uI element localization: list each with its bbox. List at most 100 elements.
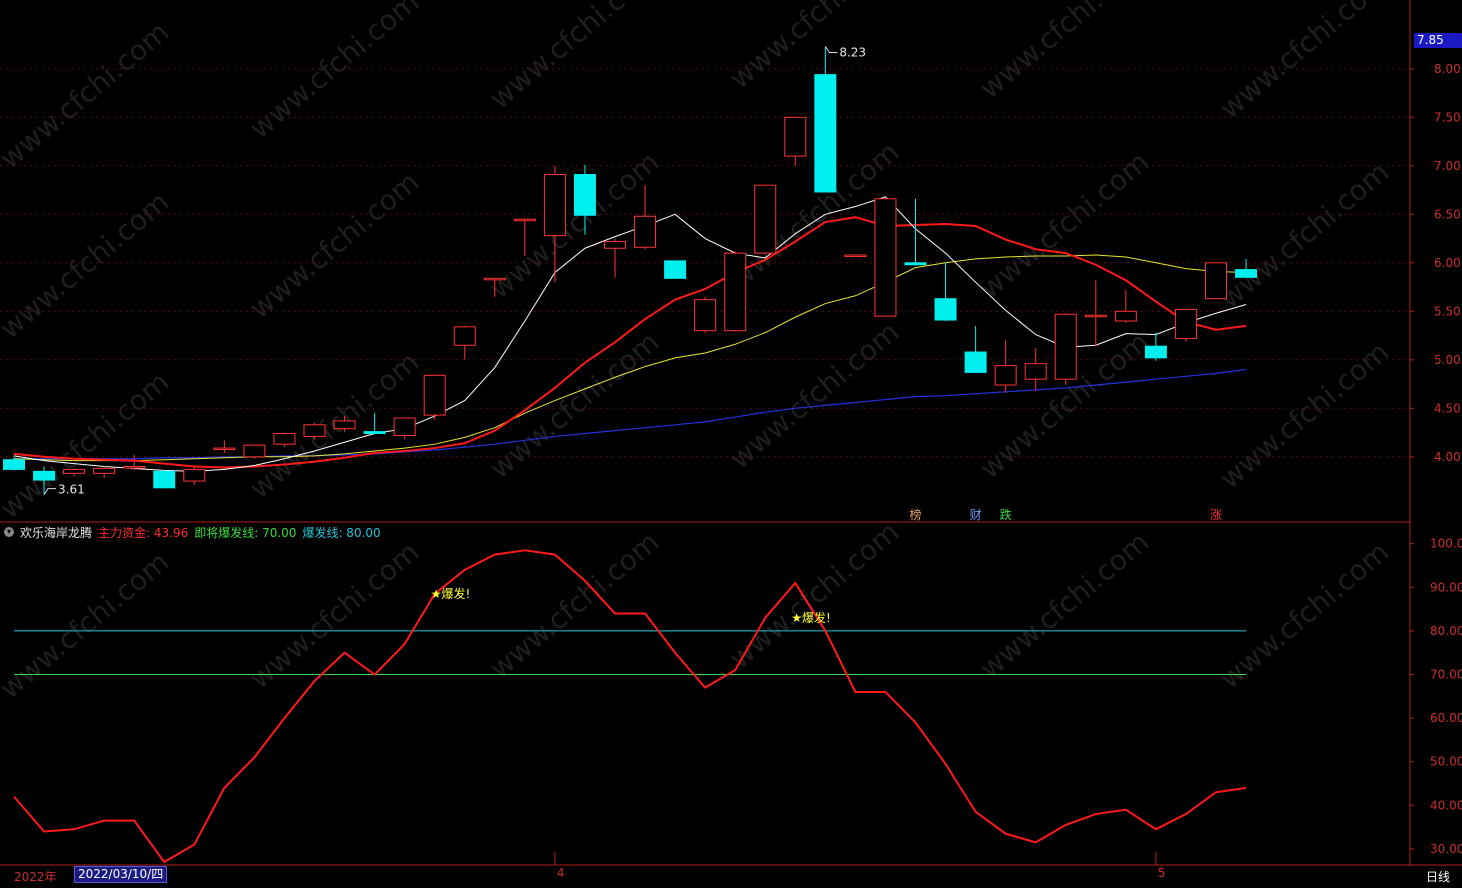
watermark-text: www.cfchi.com [723,0,905,95]
price-tick-label: 6.00 [1434,256,1461,270]
candle-down [664,260,687,279]
price-annotation-pointer [43,488,57,495]
signal-label: 涨 [1210,507,1222,522]
main-fund-label: 主力资金: 43.96 [98,525,189,540]
indicator-tick-label: 100.0 [1430,537,1462,551]
signal-label: 榜 [910,507,922,522]
candle-up [393,417,416,436]
price-tick-label: 4.50 [1434,401,1461,415]
burst-marker: ★爆发! [791,610,831,625]
candle-up [844,254,867,258]
watermark-text: www.cfchi.com [1213,155,1395,315]
candle-down [1235,269,1258,278]
candle-up [453,326,476,346]
watermark-text: www.cfchi.com [1213,535,1395,695]
candle-up [543,174,566,237]
signal-label: 财 [970,508,982,522]
watermark-text: www.cfchi.com [1213,0,1395,125]
candle-up [273,433,296,445]
ma10-line [13,216,1247,469]
candle-up [1174,308,1197,339]
price-tick-label: 7.00 [1434,159,1461,173]
ma20-line [13,254,1247,462]
candle-up [1084,314,1107,318]
candle-down [573,174,596,216]
candle-up [634,215,657,248]
indicator-tick-label: 30.00 [1430,842,1462,856]
price-annotation-label: 8.23 [839,45,866,59]
candle-down [153,470,176,489]
watermark-text: www.cfchi.com [723,515,905,675]
candle-up [694,299,717,332]
candle-up [784,116,807,157]
indicator-name: 欢乐海岸龙腾 [20,525,93,540]
candle-down [934,298,957,321]
ma5-line [13,196,1247,472]
candle-down [363,431,386,435]
indicator-tick-label: 80.00 [1430,624,1462,638]
indicator-header: ▾ 欢乐海岸龙腾 主力资金: 43.96 即将爆发线: 70.00 爆发线: 8… [4,524,381,540]
indicator-tick-label: 50.00 [1430,755,1462,769]
month-label-april: 4 [556,866,565,880]
watermark-text: www.cfchi.com [0,15,175,175]
indicator-tick-label: 40.00 [1430,798,1462,812]
indicator-tick-label: 60.00 [1430,711,1462,725]
candle-down [964,351,987,373]
period-label[interactable]: 日线 [1426,870,1451,884]
burst-marker: ★爆发! [431,586,471,601]
candle-up [1114,310,1137,322]
indicator-tick-label: 70.00 [1430,668,1462,682]
watermark-text: www.cfchi.com [0,545,175,705]
candle-up [243,444,266,458]
watermark-text: www.cfchi.com [1213,335,1395,495]
candle-up [1054,313,1077,380]
watermark-text: www.cfchi.com [243,0,425,145]
candle-down [1144,345,1167,359]
watermark-text: www.cfchi.com [973,525,1155,685]
candle-up [183,468,206,482]
soon-burst-line-label: 即将爆发线: 70.00 [194,525,297,540]
price-tick-label: 4.00 [1434,450,1461,464]
price-tick-label: 5.00 [1434,353,1461,367]
burst-line-label: 爆发线: 80.00 [302,525,381,540]
candle-up [483,277,506,281]
current-price-badge: 7.85 [1414,33,1462,48]
indicator-tick-label: 90.00 [1430,580,1462,594]
month-label-may: 5 [1157,866,1166,880]
candle-down [904,262,927,266]
candle-up [93,467,116,474]
year-label: 2022年 [14,870,57,884]
price-annotation-pointer [824,46,838,53]
main-fund-line [13,549,1247,864]
watermark-text: www.cfchi.com [483,325,665,485]
price-tick-label: 7.50 [1434,110,1461,124]
candle-down [814,74,837,193]
candle-up [604,240,626,249]
watermark-text: www.cfchi.com [243,535,425,695]
candle-up [513,218,536,222]
watermark-text: www.cfchi.com [0,365,175,525]
signal-label: 跌 [1000,507,1012,522]
candle-up [423,374,446,416]
candle-up [724,252,747,332]
candle-down [33,470,56,481]
candle-down [3,459,25,470]
candle-up [123,466,146,469]
candle-up [874,198,897,317]
price-tick-label: 5.50 [1434,304,1461,318]
candle-up [333,420,356,430]
watermark-text: www.cfchi.com [243,165,425,325]
candle-up [63,468,86,474]
watermark-text: www.cfchi.com [483,0,665,115]
candle-up [1024,363,1047,380]
price-annotation-label: 3.61 [58,483,85,497]
indicator-toggle-icon[interactable]: ▾ [4,527,14,537]
price-tick-label: 6.50 [1434,207,1461,221]
candle-up [754,184,777,254]
cursor-date-label: 2022/03/10/四 [74,866,168,883]
candle-up [213,447,236,451]
ma60-line [14,368,1247,460]
watermark-text: www.cfchi.com [483,525,665,685]
candle-up [1205,262,1227,300]
